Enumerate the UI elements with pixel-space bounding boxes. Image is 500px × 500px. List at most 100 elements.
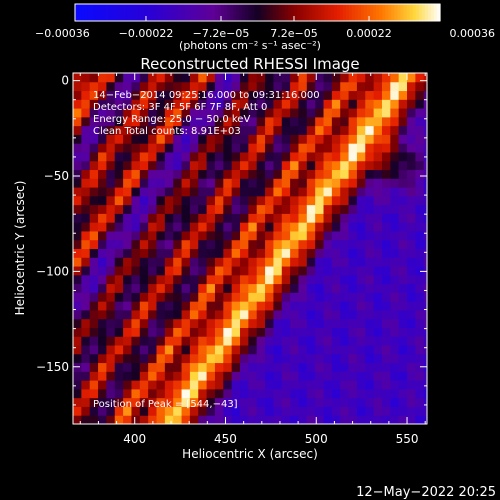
heatmap-cell: [198, 222, 208, 232]
heatmap-cell: [381, 81, 391, 92]
heatmap-cell: [214, 239, 224, 249]
heatmap-cell: [223, 266, 233, 276]
heatmap-cell: [407, 345, 416, 355]
heatmap-cell: [248, 143, 258, 153]
heatmap-cell: [131, 90, 141, 100]
heatmap-cell: [156, 204, 166, 214]
heatmap-cell: [156, 81, 166, 92]
heatmap-cell: [290, 266, 299, 276]
heatmap-cell: [114, 388, 124, 399]
heatmap-cell: [415, 362, 425, 372]
heatmap-cell: [231, 415, 241, 424]
heatmap-cell: [256, 204, 266, 214]
heatmap-cell: [181, 327, 191, 337]
heatmap-cell: [198, 195, 208, 206]
heatmap-cell: [315, 90, 325, 100]
heatmap-cell: [181, 336, 191, 346]
heatmap-cell: [231, 222, 241, 232]
heatmap-cell: [231, 169, 241, 179]
heatmap-cell: [148, 309, 158, 320]
heatmap-cell: [407, 73, 416, 74]
heatmap-cell: [164, 187, 174, 197]
heatmap-cell: [373, 397, 383, 407]
heatmap-cell: [256, 362, 266, 372]
heatmap-cell: [114, 125, 124, 135]
heatmap-cell: [164, 415, 174, 424]
heatmap-cell: [106, 274, 116, 285]
heatmap-cell: [306, 151, 316, 162]
heatmap-cell: [131, 81, 141, 92]
heatmap-cell: [407, 204, 416, 214]
heatmap-cell: [248, 222, 258, 232]
heatmap-cell: [381, 73, 391, 83]
heatmap-cell: [131, 187, 141, 197]
heatmap-cell: [423, 388, 427, 399]
colorbar-segment: [260, 4, 265, 21]
heatmap-cell: [298, 353, 308, 364]
heatmap-cell: [114, 178, 124, 188]
colorbar-segment: [321, 4, 326, 21]
heatmap-cell: [223, 353, 233, 364]
heatmap-cell: [373, 388, 383, 399]
heatmap-cell: [390, 309, 400, 320]
heatmap-cell: [256, 292, 266, 302]
heatmap-cell: [214, 151, 224, 162]
heatmap-cell: [198, 318, 208, 328]
heatmap-cell: [181, 380, 191, 390]
colorbar-segment: [342, 4, 347, 21]
heatmap-cell: [381, 134, 391, 144]
heatmap-cell: [256, 222, 266, 232]
heatmap-cell: [131, 336, 141, 346]
heatmap-cell: [73, 90, 82, 100]
heatmap-cell: [131, 415, 141, 424]
heatmap-cell: [265, 134, 274, 144]
heatmap-cell: [331, 73, 341, 83]
heatmap-cell: [148, 345, 158, 355]
heatmap-cell: [298, 222, 308, 232]
heatmap-cell: [265, 301, 274, 311]
heatmap-cell: [181, 388, 191, 399]
heatmap-cell: [281, 108, 291, 118]
colorbar-segment: [318, 4, 322, 21]
heatmap-cell: [315, 178, 325, 188]
colorbar-segment: [93, 4, 97, 21]
heatmap-cell: [164, 239, 174, 249]
heatmap-cell: [189, 257, 199, 267]
heatmap-cell: [164, 213, 174, 223]
heatmap-cell: [106, 292, 116, 302]
heatmap-cell: [156, 108, 166, 118]
heatmap-cell: [240, 195, 249, 206]
heatmap-cell: [398, 388, 408, 399]
colorbar-segment: [84, 4, 88, 21]
heatmap-cell: [223, 178, 233, 188]
colorbar-segment: [370, 4, 374, 21]
heatmap-cell: [81, 292, 91, 302]
heatmap-cell: [181, 222, 191, 232]
heatmap-cell: [214, 388, 224, 399]
heatmap-cell: [398, 99, 408, 109]
heatmap-cell: [365, 380, 375, 390]
heatmap-cell: [123, 160, 132, 171]
heatmap-cell: [148, 388, 158, 399]
heatmap-cell: [164, 309, 174, 320]
heatmap-cell: [248, 406, 258, 416]
colorbar-segment: [181, 4, 186, 21]
heatmap-cell: [331, 388, 341, 399]
heatmap-cell: [331, 213, 341, 223]
heatmap-cell: [131, 195, 141, 206]
heatmap-cell: [423, 283, 427, 293]
timestamp: 12−May−2022 20:25: [356, 485, 496, 500]
heatmap-cell: [281, 380, 291, 390]
heatmap-cell: [373, 318, 383, 328]
heatmap-cell: [123, 283, 132, 293]
heatmap-cell: [148, 108, 158, 118]
heatmap-cell: [156, 397, 166, 407]
heatmap-cell: [365, 353, 375, 364]
heatmap-cell: [231, 151, 241, 162]
heatmap-cell: [131, 73, 141, 74]
heatmap-cell: [315, 353, 325, 364]
heatmap-cell: [189, 371, 199, 381]
heatmap-cell: [381, 222, 391, 232]
heatmap-cell: [331, 230, 341, 241]
heatmap-cell: [73, 371, 82, 381]
